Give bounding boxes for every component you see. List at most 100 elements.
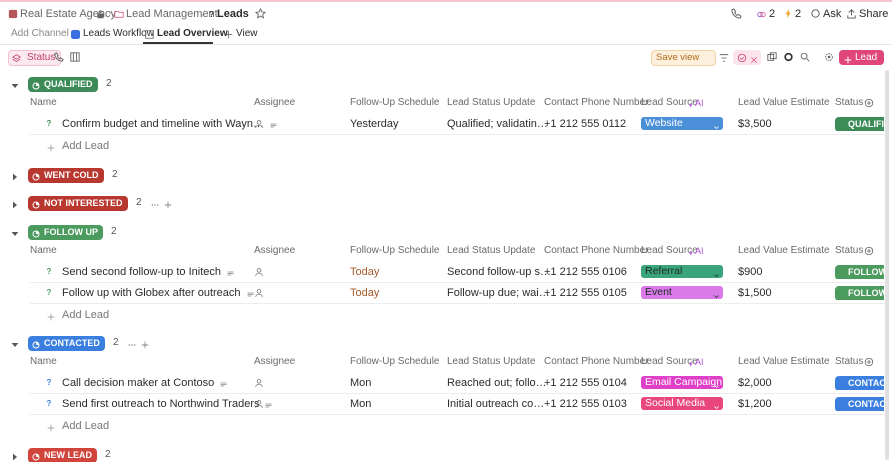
status-badge[interactable]: FOLLOW UP bbox=[835, 285, 884, 300]
add-column-icon[interactable] bbox=[864, 98, 874, 108]
status-badge[interactable]: CONTACTED bbox=[835, 376, 884, 390]
phone-icon[interactable] bbox=[54, 52, 64, 62]
tool-icon[interactable] bbox=[767, 52, 777, 62]
column-header[interactable]: Lead Source bbox=[641, 356, 698, 367]
lead-source[interactable]: Referral bbox=[641, 264, 723, 278]
breadcrumb-current[interactable]: Leads bbox=[217, 8, 249, 20]
new-lead-button[interactable]: Lead bbox=[839, 50, 885, 65]
add-lead[interactable]: Add Lead bbox=[62, 308, 110, 321]
save-view[interactable]: Save view bbox=[651, 50, 717, 66]
status-badge[interactable]: FOLLOW UP bbox=[835, 264, 884, 279]
column-header[interactable]: Follow-Up Schedule bbox=[350, 356, 440, 367]
caret[interactable] bbox=[11, 228, 19, 236]
column-header[interactable]: Follow-Up Schedule bbox=[350, 244, 440, 256]
group-badge[interactable]: CONTACTED bbox=[28, 336, 105, 351]
space-icon bbox=[8, 9, 18, 19]
column-header[interactable]: Name bbox=[30, 97, 57, 108]
add-column-icon[interactable] bbox=[864, 246, 874, 256]
sep-svg bbox=[108, 10, 112, 18]
add-lead[interactable]: Add Lead bbox=[62, 420, 110, 432]
breadcrumb[interactable]: Lead Management bbox=[126, 8, 218, 20]
column-header[interactable]: Lead Value Estimate bbox=[738, 97, 830, 108]
tab-active[interactable]: Lead Overview bbox=[157, 28, 228, 39]
column-header[interactable]: Status bbox=[835, 97, 864, 108]
column-header[interactable]: Assignee bbox=[254, 356, 296, 367]
star-icon[interactable] bbox=[254, 7, 267, 19]
settings-icon[interactable] bbox=[824, 52, 834, 62]
more-icon[interactable] bbox=[150, 199, 160, 207]
column-header[interactable]: Assignee bbox=[254, 97, 296, 108]
column-header[interactable]: Lead Source bbox=[641, 97, 698, 108]
group-badge[interactable]: NEW LEAD bbox=[28, 447, 97, 462]
group-badge[interactable]: NOT INTERESTED bbox=[28, 196, 128, 211]
close-icon[interactable] bbox=[750, 54, 758, 63]
group-badge[interactable]: FOLLOW UP bbox=[28, 224, 103, 240]
status-badge[interactable]: QUALIFIED bbox=[835, 117, 884, 131]
tab[interactable]: View bbox=[236, 28, 258, 39]
plus-icon[interactable] bbox=[47, 142, 55, 152]
lead-source[interactable]: Website bbox=[641, 117, 723, 130]
assignee-icon[interactable] bbox=[254, 288, 264, 298]
caret[interactable] bbox=[11, 451, 19, 460]
tool-icon[interactable] bbox=[783, 52, 794, 62]
column-header[interactable]: Follow-Up Schedule bbox=[350, 97, 440, 108]
column-header[interactable]: Lead Status Update bbox=[447, 356, 536, 367]
plus-icon[interactable] bbox=[141, 339, 149, 349]
add-lead[interactable]: Add Lead bbox=[62, 140, 110, 152]
column-header[interactable]: Name bbox=[30, 244, 57, 256]
tab[interactable]: Leads Workflow bbox=[83, 28, 154, 39]
share-button[interactable]: Share bbox=[859, 8, 889, 20]
plus-icon[interactable] bbox=[47, 311, 55, 320]
plus-icon bbox=[844, 54, 852, 64]
group-badge[interactable]: QUALIFIED bbox=[28, 77, 98, 92]
assignee-icon-svg bbox=[255, 288, 263, 297]
columns-icon[interactable] bbox=[70, 52, 80, 62]
caret[interactable] bbox=[11, 171, 19, 180]
row-line bbox=[30, 134, 885, 135]
column-header[interactable]: Lead Source bbox=[641, 244, 698, 256]
assignee-icon[interactable] bbox=[254, 267, 264, 277]
column-header[interactable]: Status bbox=[835, 356, 864, 367]
caret[interactable] bbox=[11, 339, 19, 347]
task-status-icon-svg: ? bbox=[47, 288, 52, 297]
lead-source[interactable]: Email Campaign bbox=[641, 376, 723, 389]
automation-count[interactable]: 2 bbox=[795, 8, 802, 20]
more-icon[interactable] bbox=[127, 339, 137, 347]
column-header[interactable]: Lead Status Update bbox=[447, 244, 536, 256]
task-name[interactable]: Follow up with Globex after outreach bbox=[62, 286, 241, 299]
lead-source[interactable]: Event bbox=[641, 285, 723, 299]
column-header[interactable]: Contact Phone Number bbox=[544, 97, 649, 108]
caret[interactable] bbox=[11, 199, 19, 209]
task-name[interactable]: Send second follow-up to Initech bbox=[62, 265, 221, 278]
status-badge[interactable]: CONTACTED bbox=[835, 397, 884, 411]
column-header[interactable]: Lead Value Estimate bbox=[738, 244, 830, 256]
task-name[interactable]: Call decision maker at Contoso bbox=[62, 377, 215, 389]
phone-icon[interactable] bbox=[731, 8, 742, 19]
follow-up: Yesterday bbox=[350, 118, 399, 130]
assignee-icon[interactable] bbox=[254, 378, 264, 388]
column-header[interactable]: Assignee bbox=[254, 244, 296, 256]
plus-icon[interactable] bbox=[164, 199, 172, 209]
group-badge[interactable]: WENT COLD bbox=[28, 167, 104, 183]
column-header[interactable]: Contact Phone Number bbox=[544, 356, 649, 367]
assignee-icon[interactable] bbox=[254, 399, 264, 409]
plus-icon[interactable] bbox=[47, 422, 55, 432]
assignee-icon[interactable] bbox=[254, 119, 264, 129]
tab[interactable]: Add Channel bbox=[11, 28, 69, 39]
column-header[interactable]: Status bbox=[835, 244, 864, 256]
subtask-icon bbox=[269, 120, 278, 129]
add-column-icon[interactable] bbox=[864, 357, 874, 367]
task-name[interactable]: Confirm budget and timeline with Wayn… bbox=[62, 118, 264, 130]
column-header[interactable]: Lead Value Estimate bbox=[738, 356, 830, 367]
breadcrumb[interactable]: Real Estate Agency bbox=[20, 8, 117, 20]
ask-button[interactable]: Ask bbox=[823, 8, 842, 20]
task-name[interactable]: Send first outreach to Northwind Traders bbox=[62, 398, 260, 410]
column-header[interactable]: Lead Status Update bbox=[447, 97, 536, 108]
people-count[interactable]: 2 bbox=[769, 8, 776, 20]
lead-source[interactable]: Social Media bbox=[641, 397, 723, 410]
search-icon[interactable] bbox=[800, 52, 810, 62]
column-header[interactable]: Contact Phone Number bbox=[544, 244, 649, 256]
filter-icon[interactable] bbox=[719, 53, 729, 63]
caret[interactable] bbox=[11, 80, 19, 88]
column-header[interactable]: Name bbox=[30, 356, 57, 367]
